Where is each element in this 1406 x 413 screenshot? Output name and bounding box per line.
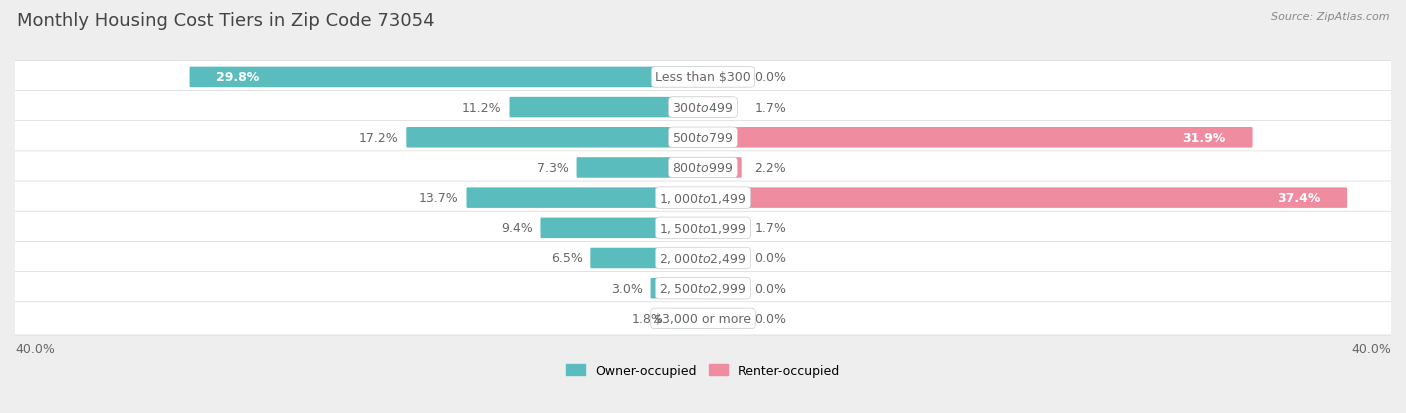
Text: $800 to $999: $800 to $999 xyxy=(672,161,734,175)
Text: 37.4%: 37.4% xyxy=(1277,192,1320,204)
Text: $1,500 to $1,999: $1,500 to $1,999 xyxy=(659,221,747,235)
Text: 9.4%: 9.4% xyxy=(501,222,533,235)
Text: 31.9%: 31.9% xyxy=(1182,131,1226,145)
FancyBboxPatch shape xyxy=(406,128,704,148)
FancyBboxPatch shape xyxy=(190,67,704,88)
FancyBboxPatch shape xyxy=(702,158,742,178)
FancyBboxPatch shape xyxy=(540,218,704,238)
FancyBboxPatch shape xyxy=(671,309,704,329)
FancyBboxPatch shape xyxy=(702,97,733,118)
FancyBboxPatch shape xyxy=(702,278,747,299)
Text: $1,000 to $1,499: $1,000 to $1,499 xyxy=(659,191,747,205)
Text: $3,000 or more: $3,000 or more xyxy=(655,312,751,325)
Text: Less than $300: Less than $300 xyxy=(655,71,751,84)
FancyBboxPatch shape xyxy=(13,91,1393,124)
FancyBboxPatch shape xyxy=(13,302,1393,335)
Text: 0.0%: 0.0% xyxy=(755,71,786,84)
Text: Monthly Housing Cost Tiers in Zip Code 73054: Monthly Housing Cost Tiers in Zip Code 7… xyxy=(17,12,434,30)
FancyBboxPatch shape xyxy=(13,242,1393,275)
FancyBboxPatch shape xyxy=(576,158,704,178)
FancyBboxPatch shape xyxy=(13,272,1393,305)
Text: 11.2%: 11.2% xyxy=(463,101,502,114)
Text: 1.7%: 1.7% xyxy=(755,101,786,114)
FancyBboxPatch shape xyxy=(702,309,747,329)
FancyBboxPatch shape xyxy=(702,248,747,268)
Text: 6.5%: 6.5% xyxy=(551,252,582,265)
FancyBboxPatch shape xyxy=(13,121,1393,154)
FancyBboxPatch shape xyxy=(13,61,1393,94)
FancyBboxPatch shape xyxy=(13,152,1393,185)
Text: 13.7%: 13.7% xyxy=(419,192,458,204)
Text: 17.2%: 17.2% xyxy=(359,131,398,145)
Text: $2,000 to $2,499: $2,000 to $2,499 xyxy=(659,252,747,266)
FancyBboxPatch shape xyxy=(702,67,747,88)
FancyBboxPatch shape xyxy=(702,218,733,238)
Text: 1.7%: 1.7% xyxy=(755,222,786,235)
Text: $300 to $499: $300 to $499 xyxy=(672,101,734,114)
FancyBboxPatch shape xyxy=(467,188,704,209)
Text: 0.0%: 0.0% xyxy=(755,252,786,265)
FancyBboxPatch shape xyxy=(702,128,1253,148)
FancyBboxPatch shape xyxy=(651,278,704,299)
Text: 40.0%: 40.0% xyxy=(1351,342,1391,355)
Text: 0.0%: 0.0% xyxy=(755,282,786,295)
Text: Source: ZipAtlas.com: Source: ZipAtlas.com xyxy=(1271,12,1389,22)
Text: 1.8%: 1.8% xyxy=(631,312,664,325)
Text: 29.8%: 29.8% xyxy=(217,71,260,84)
Text: $500 to $799: $500 to $799 xyxy=(672,131,734,145)
Text: 7.3%: 7.3% xyxy=(537,161,569,175)
FancyBboxPatch shape xyxy=(702,188,1347,209)
FancyBboxPatch shape xyxy=(591,248,704,268)
Text: $2,500 to $2,999: $2,500 to $2,999 xyxy=(659,282,747,295)
FancyBboxPatch shape xyxy=(509,97,704,118)
Legend: Owner-occupied, Renter-occupied: Owner-occupied, Renter-occupied xyxy=(561,359,845,382)
FancyBboxPatch shape xyxy=(13,182,1393,215)
FancyBboxPatch shape xyxy=(13,212,1393,245)
Text: 0.0%: 0.0% xyxy=(755,312,786,325)
Text: 40.0%: 40.0% xyxy=(15,342,55,355)
Text: 3.0%: 3.0% xyxy=(612,282,643,295)
Text: 2.2%: 2.2% xyxy=(755,161,786,175)
